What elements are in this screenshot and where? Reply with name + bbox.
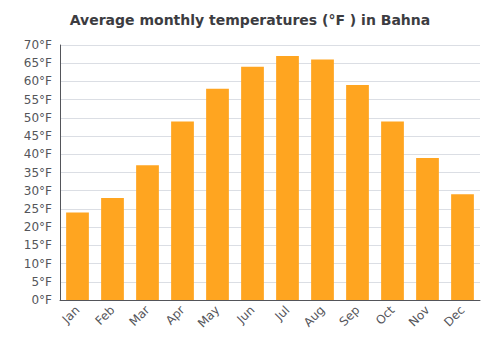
svg-text:45°F: 45°F	[24, 129, 52, 143]
svg-text:55°F: 55°F	[24, 93, 52, 107]
svg-text:25°F: 25°F	[24, 202, 52, 216]
svg-text:Jun: Jun	[234, 303, 258, 327]
svg-text:Sep: Sep	[337, 303, 363, 329]
svg-text:May: May	[195, 303, 222, 330]
svg-text:Average monthly temperatures (: Average monthly temperatures (°F ) in Ba…	[70, 12, 431, 28]
svg-text:40°F: 40°F	[24, 147, 52, 161]
svg-text:Jul: Jul	[272, 303, 293, 324]
svg-text:Dec: Dec	[441, 303, 467, 329]
svg-text:5°F: 5°F	[31, 275, 52, 289]
svg-text:Oct: Oct	[373, 303, 398, 328]
svg-text:Aug: Aug	[301, 303, 327, 329]
svg-text:15°F: 15°F	[24, 238, 52, 252]
svg-text:Feb: Feb	[93, 303, 118, 328]
svg-text:60°F: 60°F	[24, 74, 52, 88]
svg-text:65°F: 65°F	[24, 56, 52, 70]
svg-text:70°F: 70°F	[24, 38, 52, 52]
svg-text:0°F: 0°F	[31, 293, 52, 307]
svg-text:20°F: 20°F	[24, 220, 52, 234]
svg-text:Nov: Nov	[406, 303, 432, 329]
svg-text:35°F: 35°F	[24, 166, 52, 180]
svg-text:30°F: 30°F	[24, 184, 52, 198]
svg-text:Jan: Jan	[59, 303, 83, 327]
svg-text:Mar: Mar	[127, 303, 153, 329]
svg-text:10°F: 10°F	[24, 257, 52, 271]
svg-text:50°F: 50°F	[24, 111, 52, 125]
svg-text:Apr: Apr	[163, 303, 188, 328]
